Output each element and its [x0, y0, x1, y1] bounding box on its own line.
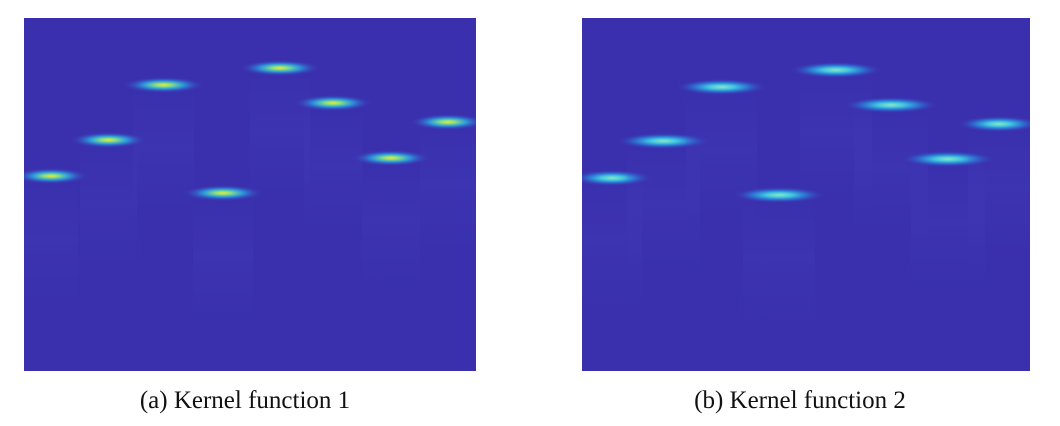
ridges-a: [24, 60, 476, 353]
ridge: [352, 150, 430, 166]
ridge: [193, 193, 253, 353]
ridge: [420, 122, 476, 282]
ridges-b: [582, 62, 1030, 355]
ridge: [844, 97, 938, 113]
ridge: [133, 85, 194, 245]
ridge: [24, 176, 78, 336]
ridge: [968, 124, 1030, 284]
ridge: [70, 132, 147, 148]
energy-ridges: [24, 60, 1030, 355]
ridge: [80, 140, 137, 300]
ridge: [362, 158, 420, 318]
ridge: [958, 116, 1030, 132]
ridge: [240, 60, 320, 76]
ridge: [24, 168, 88, 184]
ridge: [250, 68, 310, 228]
ridge: [676, 79, 767, 95]
ridge: [294, 95, 372, 111]
ridge: [304, 103, 362, 263]
ridge: [123, 77, 204, 93]
caption: (b) Kernel function 2: [694, 387, 906, 414]
ridge: [790, 62, 882, 78]
ridge: [410, 114, 476, 130]
caption: (a) Kernel function 1: [140, 387, 350, 414]
ridge: [183, 185, 263, 201]
